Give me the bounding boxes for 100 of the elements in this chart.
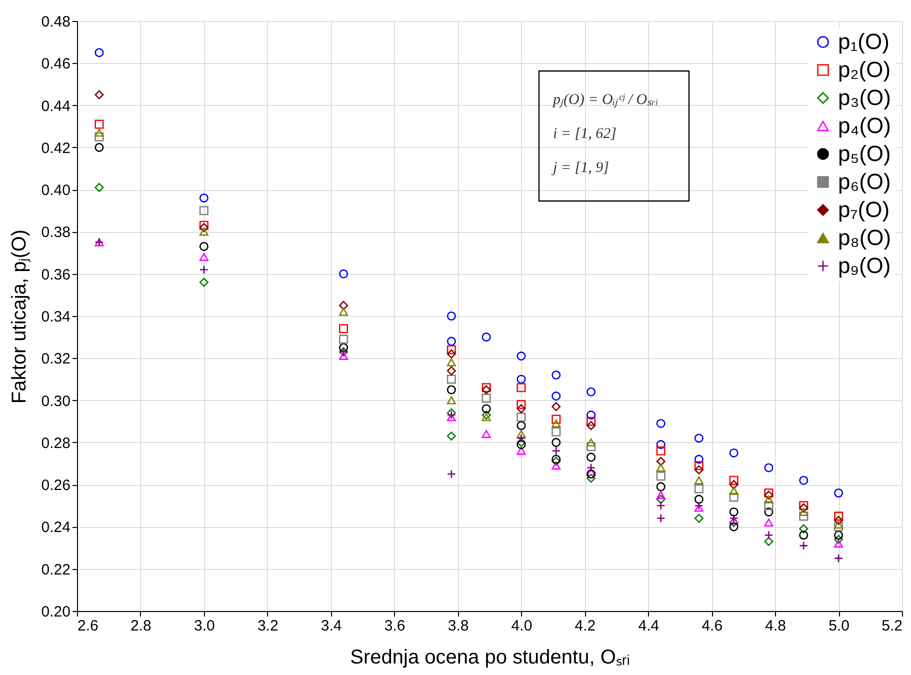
point bbox=[834, 512, 844, 521]
point bbox=[516, 430, 526, 438]
point bbox=[586, 387, 596, 396]
point bbox=[446, 470, 456, 479]
legend-label: p₆(O) bbox=[838, 169, 891, 194]
point bbox=[656, 456, 666, 466]
point bbox=[552, 462, 561, 470]
point bbox=[516, 446, 526, 455]
point bbox=[834, 534, 844, 544]
point bbox=[339, 324, 348, 334]
point bbox=[552, 392, 561, 401]
point bbox=[199, 228, 208, 236]
point bbox=[764, 463, 774, 472]
point bbox=[799, 541, 808, 550]
point bbox=[586, 438, 596, 446]
point bbox=[586, 421, 596, 430]
point bbox=[482, 404, 491, 414]
point bbox=[586, 452, 596, 462]
point bbox=[516, 412, 526, 422]
point bbox=[94, 120, 104, 129]
point bbox=[446, 336, 456, 346]
y-tick-label: 0.30 bbox=[41, 392, 70, 410]
legend-label: p₉(O) bbox=[838, 253, 891, 278]
point bbox=[656, 501, 666, 510]
y-tick-label: 0.34 bbox=[41, 308, 70, 326]
point bbox=[552, 454, 561, 464]
point bbox=[656, 472, 666, 481]
point bbox=[516, 438, 526, 447]
point bbox=[199, 252, 208, 262]
point bbox=[694, 504, 704, 512]
point bbox=[729, 522, 738, 532]
point bbox=[834, 530, 844, 540]
point bbox=[446, 396, 456, 404]
point bbox=[552, 419, 561, 428]
point bbox=[586, 442, 596, 452]
point bbox=[694, 434, 704, 443]
point bbox=[482, 430, 491, 438]
point bbox=[656, 482, 666, 492]
point bbox=[694, 465, 704, 474]
point bbox=[764, 495, 774, 504]
point bbox=[339, 334, 348, 344]
legend-label: p₅(O) bbox=[838, 141, 891, 166]
y-tick-label: 0.28 bbox=[41, 434, 70, 452]
point bbox=[656, 464, 666, 472]
point bbox=[446, 349, 456, 358]
point bbox=[656, 446, 666, 456]
x-tick-label: 5.2 bbox=[882, 618, 902, 634]
point bbox=[516, 383, 526, 392]
point bbox=[834, 520, 844, 529]
x-tick-label: 3.2 bbox=[257, 618, 278, 634]
y-tick-label: 0.42 bbox=[41, 140, 70, 157]
point bbox=[764, 507, 774, 516]
point bbox=[339, 343, 348, 352]
legend-label: p₄(O) bbox=[838, 113, 891, 138]
point bbox=[446, 408, 456, 418]
y-tick-label: 0.46 bbox=[41, 56, 70, 73]
point bbox=[694, 461, 704, 470]
point bbox=[694, 454, 704, 464]
y-tick-label: 0.44 bbox=[41, 98, 70, 115]
x-tick-label: 5.0 bbox=[828, 618, 850, 634]
point bbox=[482, 394, 491, 403]
point bbox=[729, 507, 738, 516]
point bbox=[656, 418, 666, 428]
point bbox=[586, 470, 596, 479]
point bbox=[799, 524, 808, 534]
point bbox=[199, 220, 208, 230]
legend-label: p₇(O) bbox=[838, 197, 890, 222]
point bbox=[834, 488, 844, 498]
point bbox=[446, 366, 456, 376]
annotation: i = [1, 62] bbox=[553, 126, 617, 142]
point bbox=[446, 432, 456, 441]
point bbox=[446, 413, 456, 422]
annotation: j = [1, 9] bbox=[551, 160, 610, 176]
point bbox=[834, 554, 844, 563]
point bbox=[729, 492, 738, 502]
point bbox=[799, 530, 808, 540]
point bbox=[656, 440, 666, 450]
y-tick-label: 0.20 bbox=[41, 604, 70, 620]
point bbox=[799, 476, 808, 485]
point bbox=[799, 508, 808, 516]
point bbox=[446, 345, 456, 354]
annotation: pⱼ(O) = Oᵢⱼᶜʲ / Oₛᵣᵢ bbox=[552, 92, 658, 108]
x-tick-label: 4.2 bbox=[574, 618, 596, 634]
point bbox=[482, 383, 491, 392]
point bbox=[516, 440, 526, 450]
y-tick-label: 0.48 bbox=[41, 14, 70, 30]
point bbox=[339, 352, 348, 360]
point bbox=[552, 402, 561, 412]
point bbox=[199, 206, 208, 216]
point bbox=[516, 400, 526, 410]
point bbox=[799, 512, 808, 521]
point bbox=[94, 182, 104, 192]
point bbox=[729, 476, 738, 485]
point bbox=[94, 142, 104, 152]
point bbox=[656, 491, 666, 500]
y-tick-label: 0.40 bbox=[41, 182, 70, 200]
x-tick-label: 2.6 bbox=[78, 618, 98, 634]
point bbox=[339, 269, 348, 278]
point bbox=[694, 476, 704, 484]
point bbox=[834, 516, 844, 525]
